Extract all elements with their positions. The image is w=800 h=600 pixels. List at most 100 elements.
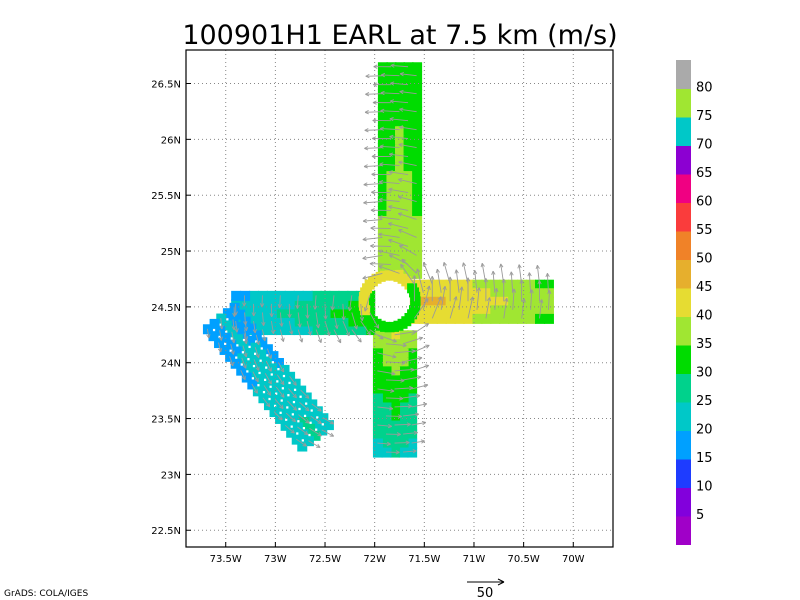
wind-speed-cell (386, 80, 397, 91)
wind-vector-head (453, 296, 458, 301)
wind-speed-cell (386, 116, 397, 127)
wind-vector-head (364, 110, 369, 115)
wind-speed-cell (347, 299, 358, 310)
colorbar-swatch (676, 373, 691, 403)
wind-vector (548, 290, 550, 310)
y-tick-label: 25N (161, 247, 181, 258)
wind-speed-cell (390, 420, 401, 431)
colorbar-swatch (676, 60, 691, 89)
wind-speed-cell (472, 313, 483, 324)
wind-vector-head (400, 378, 405, 383)
wind-speed-cell (517, 279, 528, 290)
wind-vector-head (217, 348, 223, 353)
wind-speed-cell (454, 305, 465, 316)
wind-speed-cell (535, 288, 546, 299)
wind-vector-head (397, 414, 403, 419)
wind-speed-cell (412, 205, 423, 216)
wind-speed-cell (395, 214, 405, 225)
wind-vector-head (365, 92, 370, 97)
wind-vector-head (407, 404, 412, 409)
wind-speed-cell (256, 349, 267, 360)
wind-vector (314, 295, 317, 310)
wind-speed-cell (398, 429, 409, 440)
wind-vector (546, 273, 549, 293)
wind-vector (264, 373, 272, 385)
wind-vector (241, 357, 247, 369)
wind-vector (360, 303, 363, 321)
wind-speed-cell (229, 302, 240, 313)
wind-speed-cell (377, 152, 388, 163)
wind-vector-head (380, 108, 385, 113)
wind-speed-cell (395, 188, 405, 199)
wind-vector (360, 320, 371, 336)
wind-vector-head (398, 178, 403, 183)
wind-vector-head (388, 222, 393, 227)
wind-speed-cell (395, 62, 405, 73)
wind-speed-cell (377, 98, 388, 109)
wind-vector (398, 212, 417, 220)
wind-speed-cell (381, 375, 392, 386)
wind-vector-head (472, 270, 478, 275)
wind-vector (265, 360, 272, 372)
wind-speed-cell (407, 375, 418, 386)
wind-speed-cell (412, 107, 423, 118)
wind-vector-head (509, 271, 514, 276)
wind-vector-head (315, 324, 321, 329)
wind-vector-head (366, 330, 371, 336)
wind-speed-cell (377, 188, 388, 199)
wind-vector-head (357, 338, 362, 343)
wind-vector-head (389, 117, 394, 122)
wind-vector-head (269, 312, 274, 318)
wind-speed-cell (403, 232, 414, 243)
wind-speed-cell (407, 339, 418, 350)
wind-vector-head (253, 389, 258, 394)
wind-speed-cell (395, 223, 405, 234)
wind-vector-head (398, 229, 403, 234)
wind-speed-cell (372, 339, 383, 350)
colorbar-swatch (676, 231, 691, 260)
wind-vector (364, 147, 383, 149)
wind-vector-head (379, 126, 385, 131)
wind-vector-head (388, 238, 393, 243)
wind-vector (299, 402, 310, 412)
wind-vector-head (378, 215, 383, 220)
wind-vector (390, 82, 409, 86)
wind-speed-cell (543, 305, 554, 316)
wind-vector-head (390, 81, 395, 86)
wind-speed-cell (412, 125, 423, 136)
wind-vector-head (378, 197, 383, 202)
wind-speed-cell (257, 290, 268, 301)
wind-vector (362, 272, 383, 279)
wind-vector (253, 359, 260, 371)
wind-vector-head (305, 419, 310, 424)
wind-speed-cell (499, 305, 510, 316)
wind-speed-cell (403, 134, 414, 145)
wind-speed-cell (267, 363, 278, 374)
wind-vector (333, 312, 338, 329)
colorbar-label: 35 (696, 337, 713, 352)
wind-vector (311, 403, 322, 412)
wind-vector-head (280, 393, 285, 398)
wind-speed-cell (255, 361, 266, 372)
wind-speed-cell (249, 299, 260, 310)
wind-vector (503, 298, 508, 319)
wind-speed-cell (508, 313, 519, 324)
wind-vector (288, 320, 293, 335)
wind-speed-cell (543, 279, 554, 290)
wind-vector (348, 295, 353, 311)
wind-vector (399, 73, 417, 77)
wind-vector-head (401, 360, 406, 365)
wind-vector-head (389, 134, 394, 140)
wind-speed-cell (395, 98, 405, 109)
wind-vector (411, 422, 426, 426)
wind-vector-head (372, 118, 377, 123)
wind-vector (394, 405, 412, 408)
wind-vector-head (347, 306, 353, 312)
reference-vector-label: 50 (477, 586, 494, 600)
wind-speed-cell (481, 296, 492, 307)
wind-speed-cell (445, 288, 456, 299)
wind-speed-cell (412, 116, 423, 127)
wind-speed-cell (499, 288, 510, 299)
wind-speed-cell (403, 214, 414, 225)
wind-vector-head (411, 349, 416, 354)
